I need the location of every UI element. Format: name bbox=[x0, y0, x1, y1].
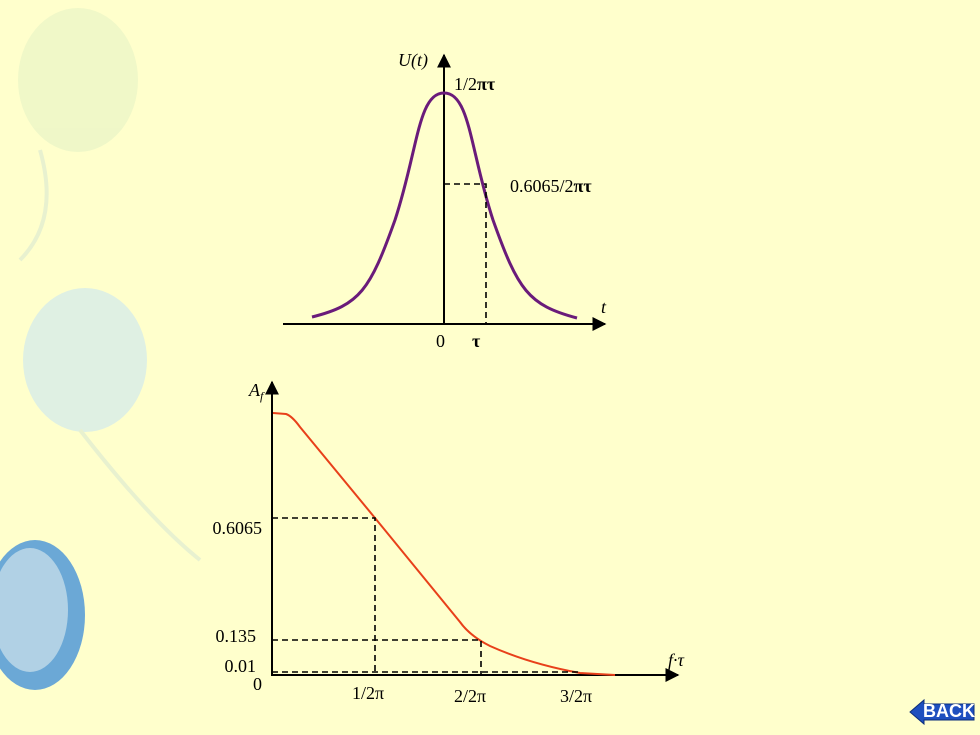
back-label[interactable]: BACK bbox=[923, 701, 975, 721]
x-label: 3/2π bbox=[560, 686, 592, 706]
tau-label: τ bbox=[472, 331, 481, 351]
y-label: 0.135 bbox=[216, 626, 257, 646]
x-label: 2/2π bbox=[454, 686, 486, 706]
balloon-decoration bbox=[0, 8, 202, 690]
y-label: 0.01 bbox=[225, 656, 257, 676]
mid-label: 0.6065/2πτ bbox=[510, 176, 592, 196]
x-axis-label: t bbox=[601, 297, 607, 317]
guide-line bbox=[444, 183, 487, 324]
peak-label: 1/2πτ bbox=[454, 74, 496, 94]
y-axis-label: U(t) bbox=[398, 50, 428, 71]
bottom-plot: Af 0.6065 0.135 0.01 0 1/2π 2/2π 3/2π f·… bbox=[213, 380, 685, 706]
guide-line bbox=[272, 639, 482, 675]
spectrum-curve bbox=[272, 412, 616, 676]
guide-line bbox=[272, 517, 376, 675]
origin-label: 0 bbox=[436, 331, 445, 351]
top-plot: U(t) 1/2πτ 0.6065/2πτ t 0 τ bbox=[283, 50, 607, 351]
x-label: 1/2π bbox=[352, 683, 384, 703]
y-axis-label: Af bbox=[248, 380, 265, 403]
gaussian-curve bbox=[311, 91, 578, 320]
y-label: 0.6065 bbox=[213, 518, 263, 538]
x-axis-label: f·τ bbox=[668, 650, 685, 670]
back-button[interactable]: BACK bbox=[909, 698, 975, 726]
y-label: 0 bbox=[253, 674, 262, 694]
